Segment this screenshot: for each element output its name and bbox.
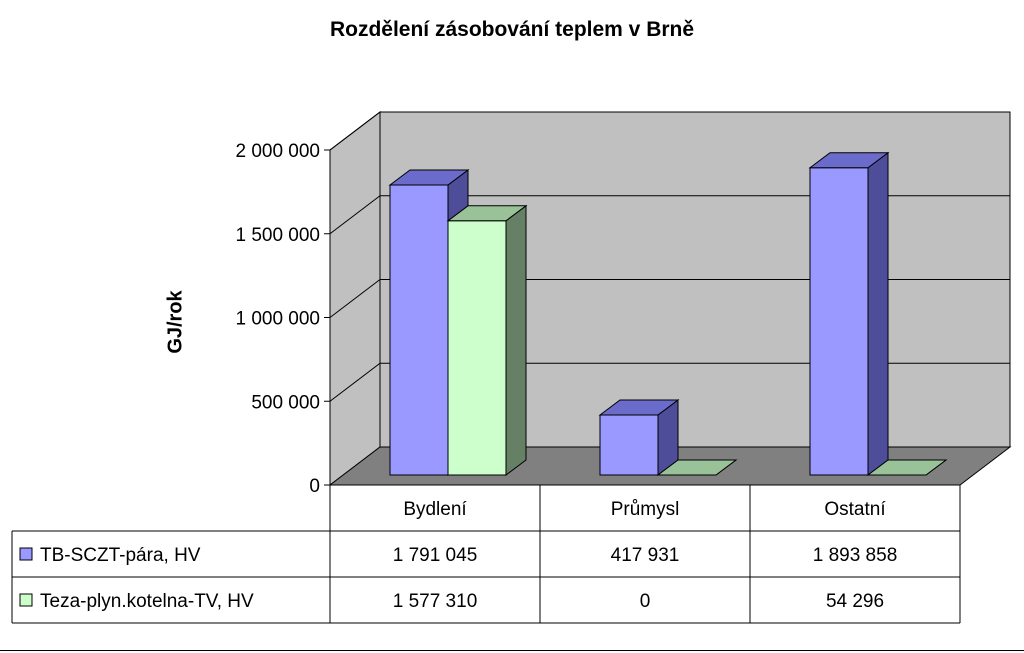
bar xyxy=(809,167,869,476)
x-tick-label: Bydlení xyxy=(403,499,467,520)
y-tick-label: 2 000 000 xyxy=(235,141,320,162)
gridline-side xyxy=(329,111,381,151)
bar-top xyxy=(598,399,680,416)
bar-top xyxy=(656,459,738,476)
x-tick-label: Ostatní xyxy=(824,499,886,520)
gridline-side xyxy=(329,195,381,235)
data-label: 1 577 310 xyxy=(393,591,478,612)
gridline-side xyxy=(329,362,381,402)
legend-entry: TB-SCZT-pára, HV xyxy=(40,545,201,566)
data-label: 417 931 xyxy=(611,545,680,566)
legend-swatch xyxy=(19,547,33,561)
bar xyxy=(599,414,659,476)
y-tick-label: 0 xyxy=(309,476,320,497)
y-tick-label: 500 000 xyxy=(251,392,320,413)
y-tick-label: 1 500 000 xyxy=(235,225,320,246)
chart-title: Rozdělení zásobování teplem v Brně xyxy=(329,18,695,41)
legend-swatch xyxy=(19,593,33,607)
bar-side xyxy=(505,204,527,476)
bar-top xyxy=(388,169,470,186)
gridline-side xyxy=(329,279,381,318)
y-tick-label: 1 000 000 xyxy=(235,309,320,330)
bar xyxy=(389,184,449,476)
data-label: 0 xyxy=(640,591,651,612)
data-label: 1 791 045 xyxy=(393,545,478,566)
bottom-divider xyxy=(0,650,1024,651)
data-label: 1 893 858 xyxy=(813,545,898,566)
bar-top xyxy=(808,152,890,169)
bar xyxy=(447,220,507,476)
bar-top xyxy=(446,205,528,222)
data-label: 54 296 xyxy=(826,591,884,612)
bar-side xyxy=(867,151,889,476)
bar-top xyxy=(866,459,948,476)
x-tick-label: Průmysl xyxy=(611,499,680,520)
legend-entry: Teza-plyn.kotelna-TV, HV xyxy=(40,591,254,612)
